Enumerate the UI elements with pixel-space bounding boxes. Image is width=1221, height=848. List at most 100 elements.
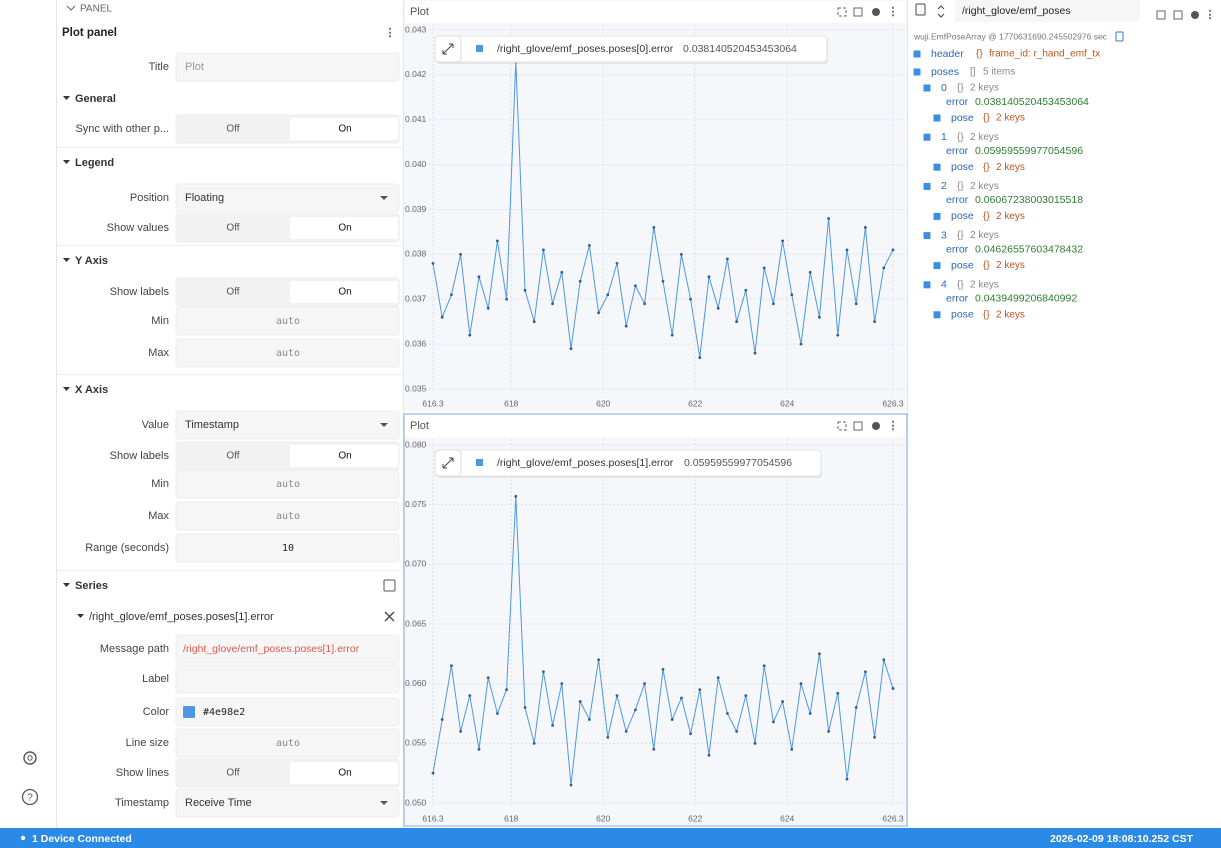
- collapse-icon[interactable]: [66, 5, 76, 11]
- remove-series[interactable]: [384, 611, 395, 622]
- data-point: [670, 718, 674, 721]
- field-box[interactable]: [175, 533, 400, 563]
- expand-icon[interactable]: [923, 133, 931, 141]
- tree-value: 0.06067238003015518: [975, 194, 1083, 206]
- settings-icon[interactable]: [23, 751, 37, 765]
- y-tick-label: 0.070: [405, 559, 427, 569]
- data-point: [634, 284, 637, 288]
- field-box[interactable]: [175, 183, 400, 213]
- panel-icon[interactable]: [837, 7, 847, 17]
- copy-icon[interactable]: [915, 3, 926, 16]
- expand-icon[interactable]: [923, 232, 931, 240]
- data-point: [606, 293, 610, 297]
- plot-title: Plot: [410, 420, 429, 432]
- help-icon[interactable]: ?: [21, 788, 39, 806]
- collapse-icon[interactable]: [442, 457, 454, 469]
- toggle-option[interactable]: Off: [226, 451, 239, 462]
- field-label: Max: [148, 510, 169, 522]
- input-value: auto: [276, 738, 300, 749]
- y-tick-label: 0.043: [405, 24, 427, 34]
- field-box[interactable]: [175, 410, 400, 440]
- panel-settings[interactable]: [872, 422, 880, 430]
- expand-icon[interactable]: [923, 182, 931, 190]
- data-point: [477, 747, 481, 751]
- panel-icon[interactable]: [1173, 10, 1183, 20]
- field-box[interactable]: [175, 469, 400, 499]
- toggle-selected[interactable]: [290, 281, 398, 303]
- toggle-option[interactable]: Off: [226, 768, 239, 779]
- data-point: [781, 700, 784, 703]
- field-box[interactable]: [175, 788, 400, 818]
- field-box[interactable]: [175, 697, 400, 727]
- field-box[interactable]: [175, 728, 400, 758]
- add-series-icon[interactable]: [383, 579, 396, 592]
- expand-icon[interactable]: [923, 84, 931, 92]
- toggle-option[interactable]: On: [338, 451, 351, 462]
- expand-icon[interactable]: [933, 311, 941, 319]
- toggle-option[interactable]: Off: [226, 223, 239, 234]
- field-label: Show lines: [116, 767, 170, 779]
- toggle-option[interactable]: On: [338, 287, 351, 298]
- copy-icon[interactable]: [1115, 31, 1124, 42]
- panel-menu[interactable]: ⋮: [1205, 9, 1216, 21]
- section-caret[interactable]: [63, 160, 70, 164]
- collapse-icon[interactable]: [442, 43, 454, 55]
- toggle-option[interactable]: Off: [226, 124, 239, 135]
- expand-icon[interactable]: [933, 114, 941, 122]
- field-placeholder: Plot: [185, 61, 204, 73]
- expand-icon[interactable]: [933, 262, 941, 270]
- color-swatch: [183, 706, 195, 718]
- expand-icon[interactable]: [913, 50, 921, 58]
- menu-icon[interactable]: ⋮: [385, 27, 396, 39]
- expand-icon[interactable]: [923, 281, 931, 289]
- data-point: [808, 270, 812, 274]
- data-point: [615, 694, 619, 697]
- toggle-option[interactable]: On: [338, 124, 351, 135]
- data-point: [588, 244, 591, 247]
- section-caret[interactable]: [63, 387, 70, 391]
- panel-menu[interactable]: ⋮: [888, 420, 899, 432]
- data-point: [726, 712, 729, 715]
- field-box[interactable]: [175, 306, 400, 336]
- data-point: [689, 732, 692, 736]
- field-box[interactable]: [175, 501, 400, 531]
- field-label: Max: [148, 347, 169, 359]
- data-point: [818, 652, 821, 656]
- field-box[interactable]: [175, 338, 400, 368]
- data-point: [744, 694, 748, 697]
- topic-input[interactable]: [955, 0, 1140, 22]
- series-caret[interactable]: [77, 614, 84, 618]
- panel-settings[interactable]: [872, 8, 880, 16]
- topic-chevrons[interactable]: [937, 5, 945, 18]
- tree-key: pose: [951, 259, 974, 271]
- toggle-selected[interactable]: [290, 762, 398, 784]
- data-point: [440, 718, 444, 721]
- section-title: General: [75, 93, 116, 105]
- data-point: [873, 735, 876, 739]
- field-box[interactable]: [175, 664, 400, 694]
- toggle-selected[interactable]: [290, 445, 398, 467]
- section-caret[interactable]: [63, 583, 70, 587]
- panel-settings[interactable]: [1191, 11, 1199, 19]
- toggle-selected[interactable]: [290, 217, 398, 239]
- toggle-selected[interactable]: [290, 118, 398, 140]
- panel-menu[interactable]: ⋮: [888, 6, 899, 18]
- panel-icon[interactable]: [1156, 10, 1166, 20]
- field-box[interactable]: [175, 634, 400, 664]
- x-tick-label: 620: [596, 813, 610, 823]
- section-caret[interactable]: [63, 258, 70, 262]
- panel-icon[interactable]: [837, 421, 847, 431]
- expand-icon[interactable]: [933, 163, 941, 171]
- panel-icon[interactable]: [853, 7, 863, 17]
- toggle-option[interactable]: On: [338, 223, 351, 234]
- panel-icon[interactable]: [853, 421, 863, 431]
- expand-icon[interactable]: [913, 68, 921, 76]
- toggle-option[interactable]: Off: [226, 287, 239, 298]
- tree-braces: {}: [957, 230, 964, 241]
- field-box[interactable]: [175, 52, 400, 82]
- section-caret[interactable]: [63, 96, 70, 100]
- toggle-option[interactable]: On: [338, 768, 351, 779]
- data-point: [882, 658, 886, 662]
- expand-icon[interactable]: [933, 212, 941, 220]
- section-title: Legend: [75, 157, 114, 169]
